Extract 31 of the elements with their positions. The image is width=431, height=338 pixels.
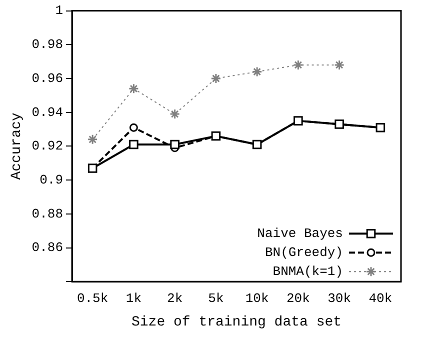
point [170, 108, 180, 120]
x-tick-label: 0.5k [76, 290, 108, 306]
point [87, 134, 98, 145]
y-tick-label: 0.94 [32, 104, 64, 120]
x-tick-label: 40k [368, 290, 392, 306]
y-tick-label: 0.86 [32, 240, 64, 256]
point [129, 123, 138, 132]
y-tick-label: 1 [55, 3, 64, 18]
legend-label: BN(Greedy) [264, 245, 343, 260]
y-tick-label: 0.96 [32, 70, 64, 86]
point [334, 60, 345, 70]
x-tick-label: 2k [167, 290, 183, 306]
point [170, 140, 180, 150]
point [210, 73, 222, 84]
x-tick-label: 1k [126, 290, 142, 306]
x-tick-label: 30k [328, 290, 352, 306]
x-tick-label: 5k [208, 290, 224, 306]
point [129, 140, 138, 150]
legend-label: Naive Bayes [257, 226, 343, 242]
point [128, 83, 139, 94]
y-axis-title: Accuracy [9, 112, 26, 180]
point [292, 60, 304, 70]
x-tick-label: 20k [286, 290, 310, 306]
y-tick-label: 0.98 [32, 37, 64, 52]
legend-label: BNMA(k=1) [272, 264, 343, 280]
x-tick-label: 10k [245, 290, 269, 306]
y-tick-label: 0.88 [32, 206, 64, 222]
y-tick-label: 0.9 [40, 172, 64, 188]
x-axis-title: Size of training data set [131, 314, 342, 330]
point [252, 66, 262, 77]
y-tick-label: 0.92 [32, 138, 64, 154]
